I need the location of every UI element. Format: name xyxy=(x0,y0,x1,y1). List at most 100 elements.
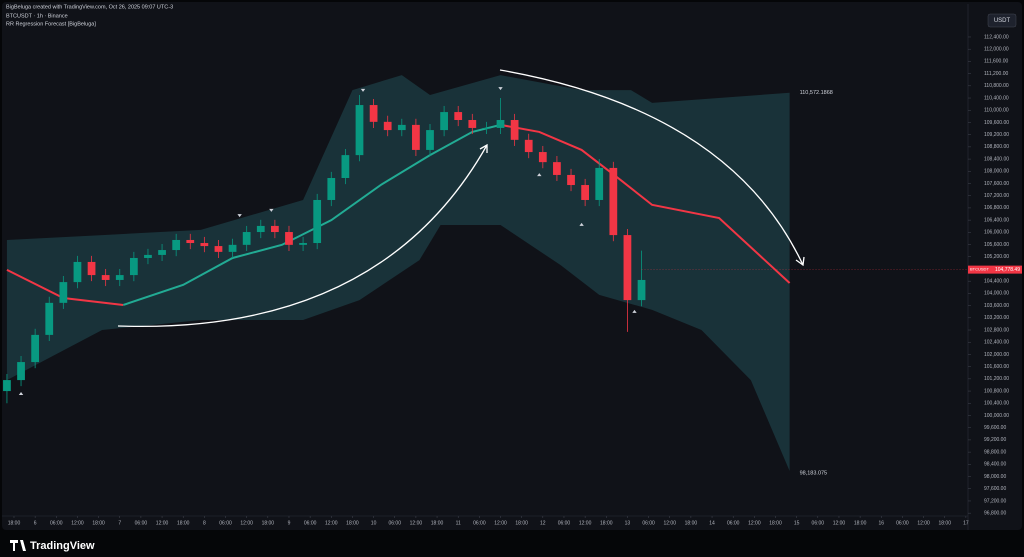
candle-body xyxy=(115,275,124,280)
x-tick-label: 18:00 xyxy=(177,520,190,526)
y-tick-label: 105,200.00 xyxy=(984,254,1009,260)
candle-body xyxy=(87,261,96,276)
band-end-label: 110,572.1868 xyxy=(800,90,833,96)
candle-body xyxy=(383,121,392,131)
x-tick-label: 18:00 xyxy=(346,520,359,526)
x-tick-label: 06:00 xyxy=(50,520,63,526)
credit: BigBeluga created with TradingView.com, … xyxy=(6,4,173,10)
x-tick-label: 15 xyxy=(794,520,800,526)
x-tick-label: 11 xyxy=(456,520,461,526)
x-tick-label: 12:00 xyxy=(579,520,592,526)
y-tick-label: 107,200.00 xyxy=(984,193,1009,199)
currency-box[interactable] xyxy=(987,13,1017,28)
x-tick-label: 18:00 xyxy=(600,520,613,526)
currency[interactable]: USDT xyxy=(994,18,1011,24)
x-tick-label: 9 xyxy=(288,520,291,526)
x-tick-label: 16 xyxy=(878,520,884,526)
arrow-head xyxy=(795,256,805,267)
x-tick-label: 18:00 xyxy=(854,520,867,526)
x-tick-label: 06:00 xyxy=(558,520,571,526)
y-tick-label: 100,800.00 xyxy=(984,388,1009,394)
y-tick-label: 99,600.00 xyxy=(984,425,1006,431)
candle-body xyxy=(101,275,110,280)
candle-body xyxy=(397,124,406,131)
band-end-label: 98,183.075 xyxy=(800,470,828,476)
candle-body xyxy=(200,243,209,247)
candle-body xyxy=(256,225,265,233)
signal-marker xyxy=(579,222,584,226)
candle-body xyxy=(186,239,195,244)
candle-body xyxy=(524,139,533,153)
x-tick-label: 06:00 xyxy=(812,520,825,526)
x-tick-label: 06:00 xyxy=(304,520,317,526)
signal-marker xyxy=(237,214,242,218)
regression-line xyxy=(500,123,791,284)
x-tick-label: 18:00 xyxy=(515,520,528,526)
y-tick-label: 101,600.00 xyxy=(984,364,1009,370)
y-tick-label: 112,400.00 xyxy=(984,34,1009,40)
candle-body xyxy=(510,120,519,140)
signal-marker xyxy=(269,208,274,212)
y-tick-label: 99,200.00 xyxy=(984,437,1006,443)
x-tick-label: 06:00 xyxy=(727,520,740,526)
candle-body xyxy=(440,112,448,131)
x-tick-label: 14 xyxy=(709,520,715,526)
candle-body xyxy=(327,178,336,200)
y-tick-label: 109,200.00 xyxy=(984,132,1009,138)
x-tick-label: 7 xyxy=(118,520,121,526)
candle-body xyxy=(129,257,138,276)
y-tick-label: 103,200.00 xyxy=(984,315,1009,321)
y-tick-label: 112,000.00 xyxy=(984,47,1009,53)
x-tick-label: 12:00 xyxy=(663,520,676,526)
candle-body xyxy=(242,232,251,245)
signal-marker xyxy=(632,309,637,313)
brand: TradingView xyxy=(30,540,95,552)
candle-body xyxy=(158,250,166,255)
y-tick-label: 96,800.00 xyxy=(984,510,1006,516)
y-tick-label: 110,400.00 xyxy=(984,95,1009,101)
y-tick-label: 106,800.00 xyxy=(984,205,1009,211)
y-tick-label: 104,400.00 xyxy=(984,279,1009,285)
x-tick-label: 12:00 xyxy=(240,520,253,526)
candle-body xyxy=(412,124,420,150)
signal-marker xyxy=(360,88,366,92)
candle-body xyxy=(73,261,82,283)
forecast-band xyxy=(6,75,790,471)
x-tick-label: 12 xyxy=(540,520,546,526)
candle-body xyxy=(426,130,434,150)
candle-body xyxy=(623,235,632,301)
y-tick-label: 110,000.00 xyxy=(984,108,1009,114)
candle-body xyxy=(341,155,350,179)
x-tick-label: 18:00 xyxy=(769,520,782,526)
last-price-label: 104,778.49 xyxy=(995,267,1020,273)
last-price-symbol: BTCUSDT xyxy=(970,267,989,272)
y-tick-label: 107,600.00 xyxy=(984,181,1009,187)
indicator-title: RR Regression Forecast [BigBeluga] xyxy=(6,21,96,27)
y-tick-label: 98,400.00 xyxy=(984,462,1006,468)
x-tick-label: 18:00 xyxy=(262,520,275,526)
x-tick-label: 12:00 xyxy=(156,520,169,526)
symbol-title: BTCUSDT · 1h · Binance xyxy=(6,13,68,19)
y-tick-label: 110,800.00 xyxy=(984,83,1009,89)
x-tick-label: 17 xyxy=(963,520,969,526)
y-tick-label: 100,000.00 xyxy=(984,413,1009,419)
x-tick-label: 06:00 xyxy=(642,520,655,526)
signal-marker xyxy=(18,391,24,395)
y-tick-label: 102,000.00 xyxy=(984,352,1009,358)
candle-body xyxy=(538,152,547,163)
candle-body xyxy=(553,162,561,175)
x-tick-label: 12:00 xyxy=(410,520,423,526)
signal-marker xyxy=(498,87,503,91)
last-price-tag xyxy=(968,265,1022,274)
y-tick-label: 98,000.00 xyxy=(984,474,1006,480)
candle-body xyxy=(581,185,590,200)
candle-body xyxy=(496,120,505,128)
x-tick-label: 12:00 xyxy=(833,520,846,526)
candle-body xyxy=(3,380,11,392)
x-tick-label: 12:00 xyxy=(748,520,761,526)
candle-body xyxy=(609,167,618,236)
candle-body xyxy=(595,167,604,200)
x-tick-label: 18:00 xyxy=(92,520,105,526)
x-tick-label: 06:00 xyxy=(896,520,909,526)
